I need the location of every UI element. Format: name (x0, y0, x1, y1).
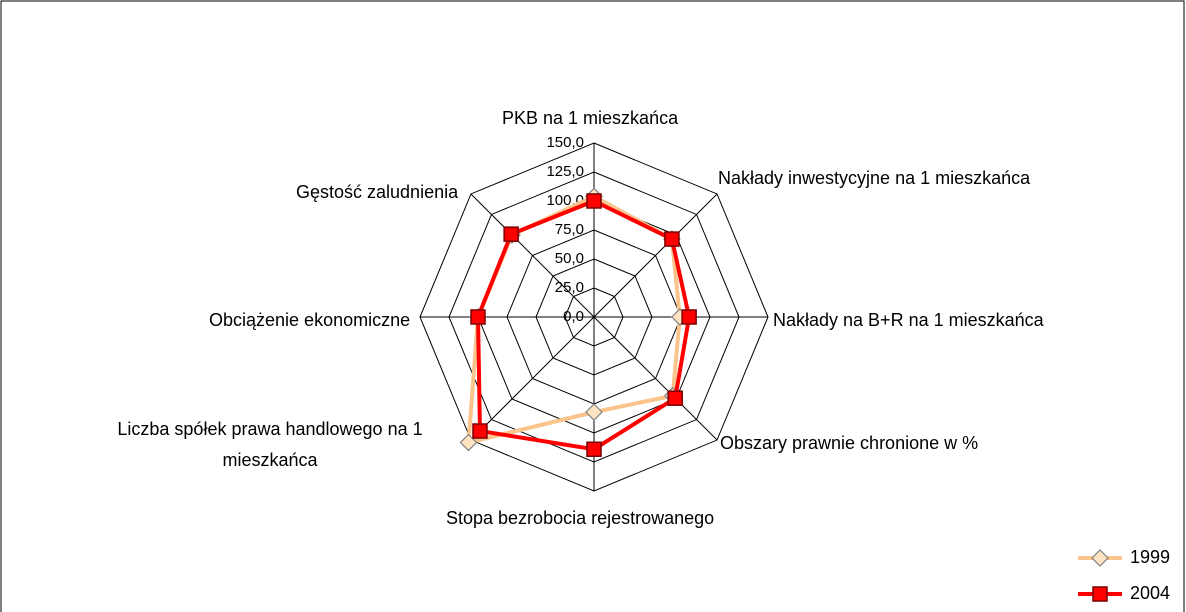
category-label: Nakłady inwestycyjne na 1 mieszkańca (718, 167, 1031, 188)
category-label: Obciążenie ekonomiczne (209, 309, 411, 330)
category-label: PKB na 1 mieszkańca (502, 107, 679, 128)
marker (681, 309, 697, 325)
category-label: Obszary prawnie chronione w % (720, 432, 979, 453)
category-label: Liczba spółek prawa handlowego na 1 mies… (117, 419, 423, 470)
marker (470, 309, 486, 325)
marker (664, 231, 680, 247)
y-tick-label: 0,0 (563, 308, 584, 325)
legend-label: 1999 (1130, 547, 1170, 567)
marker (472, 423, 488, 439)
legend-marker (1092, 586, 1108, 602)
marker (586, 441, 602, 457)
spoke (470, 316, 595, 441)
category-label: Stopa bezrobocia rejestrowanego (446, 507, 715, 528)
y-tick-label: 25,0 (555, 279, 584, 296)
marker (586, 193, 602, 209)
y-tick-label: 125,0 (546, 163, 584, 180)
y-tick-label: 75,0 (555, 221, 584, 238)
y-tick-label: 150,0 (546, 134, 584, 151)
category-label: Nakłady na B+R na 1 mieszkańca (773, 309, 1044, 330)
legend-marker (1091, 549, 1109, 567)
spoke (470, 193, 595, 318)
spoke (593, 193, 718, 318)
category-label: Gęstość zaludnienia (296, 181, 459, 202)
marker (585, 403, 603, 421)
marker (667, 390, 683, 406)
y-tick-label: 50,0 (555, 250, 584, 267)
legend-label: 2004 (1130, 583, 1170, 603)
marker (503, 226, 519, 242)
spoke (593, 316, 718, 441)
